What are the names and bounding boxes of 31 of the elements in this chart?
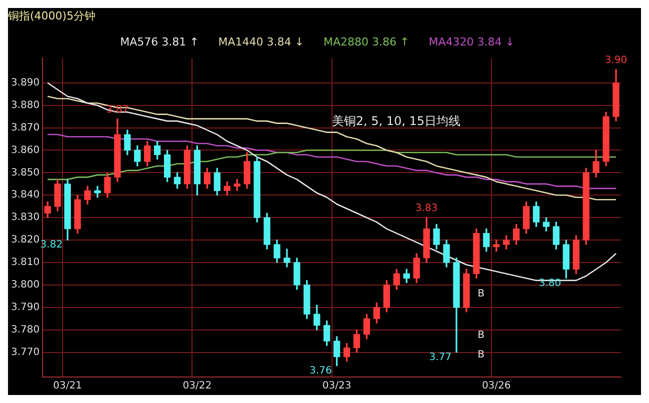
annotation: 美铜2, 5, 10, 15日均线 xyxy=(332,114,461,128)
x-tick-label: 03/21 xyxy=(53,380,82,392)
text: 3.80 xyxy=(538,278,562,289)
y-tick-label: 3.790 xyxy=(10,302,40,313)
y-tick-label: 3.890 xyxy=(10,77,40,88)
text: 3.83 xyxy=(415,203,438,214)
y-tick-label: 3.840 xyxy=(10,190,40,201)
x-tick-label: 03/26 xyxy=(482,380,511,392)
text: MA4320 3.84 ↓ xyxy=(428,36,514,49)
annotation: B xyxy=(478,330,485,342)
y-tick-label: 3.830 xyxy=(10,212,40,224)
y-tick-label: 3.860 xyxy=(10,144,40,156)
text: 3.90 xyxy=(604,55,628,66)
text: MA2880 3.86 ↑ xyxy=(324,36,410,49)
y-tick-label: 3.770 xyxy=(10,346,40,358)
text: 3.77 xyxy=(429,352,452,363)
y-tick-label: 3.780 xyxy=(10,324,40,336)
y-tick-label: 3.800 xyxy=(10,280,40,291)
text: 3.76 xyxy=(310,365,332,376)
text: MA1440 3.84 ↓ xyxy=(218,36,304,49)
y-tick-label: 3.870 xyxy=(10,122,40,134)
y-tick-label: 3.850 xyxy=(10,167,40,178)
y-tick-label: 3.820 xyxy=(10,234,40,246)
chart-title: 铜指(4000)5分钟 xyxy=(7,9,96,22)
y-tick-label: 3.880 xyxy=(10,100,40,111)
x-tick-label: 03/22 xyxy=(182,380,212,392)
annotation: B xyxy=(478,288,485,300)
y-tick-label: 3.810 xyxy=(10,257,40,268)
annotation: B xyxy=(478,349,485,360)
x-tick-label: 03/23 xyxy=(322,380,352,392)
text: MA576 3.81 ↑ xyxy=(120,36,199,49)
